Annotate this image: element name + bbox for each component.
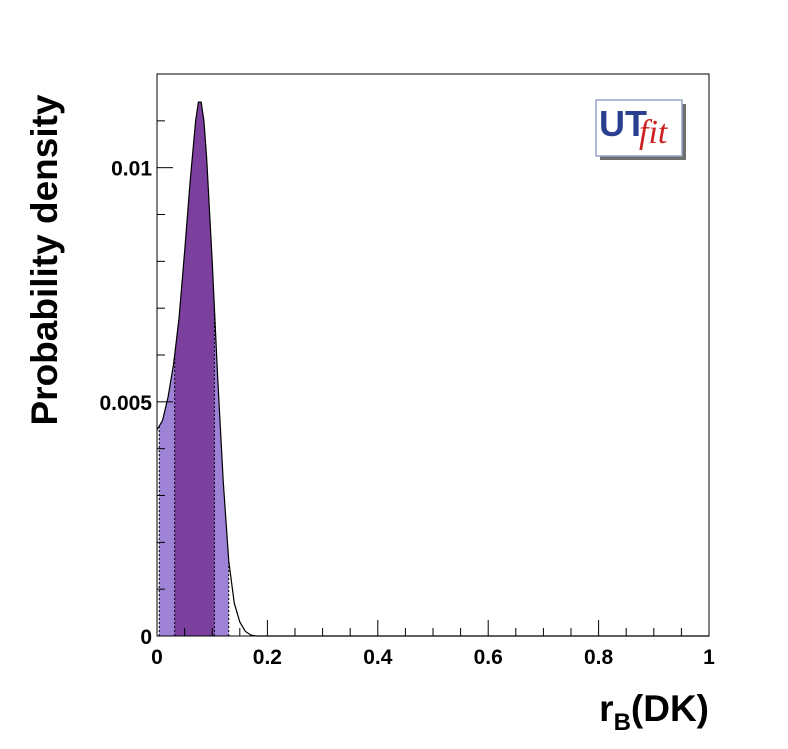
interval-area-68%: [174, 102, 215, 637]
x-tick-label: 0: [151, 646, 163, 669]
x-axis-title-subscript: B: [614, 709, 631, 736]
logo-text-fit: fit: [639, 114, 669, 151]
interval-boundary-lines: [158, 308, 230, 636]
utfit-logo: UT fit: [595, 99, 686, 160]
x-tick-label: 1: [703, 646, 715, 669]
y-tick-label: 0.005: [99, 392, 152, 415]
logo-text-ut: UT: [599, 103, 647, 144]
y-tick-label: 0: [140, 626, 152, 649]
probability-fill-layer: [159, 102, 229, 637]
x-tick-label: 0.2: [253, 646, 282, 669]
x-tick-label: 0.8: [584, 646, 614, 669]
x-axis-title: rB(DK): [599, 688, 709, 736]
y-tick-label: 0.01: [111, 158, 152, 181]
logo-box: [595, 99, 683, 157]
y-axis-title: Probability density: [24, 94, 65, 425]
density-curve: [156, 101, 709, 637]
x-tick-label: 0.4: [363, 646, 393, 669]
axis-tick-labels: 0 0.2 0.4 0.6 0.8 1 0 0.005 0.01: [99, 158, 715, 669]
axis-ticks: [156, 73, 710, 637]
x-tick-label: 0.6: [474, 646, 503, 669]
x-axis-title-suffix: (DK): [631, 688, 709, 729]
x-axis-title-symbol: r: [599, 688, 613, 729]
